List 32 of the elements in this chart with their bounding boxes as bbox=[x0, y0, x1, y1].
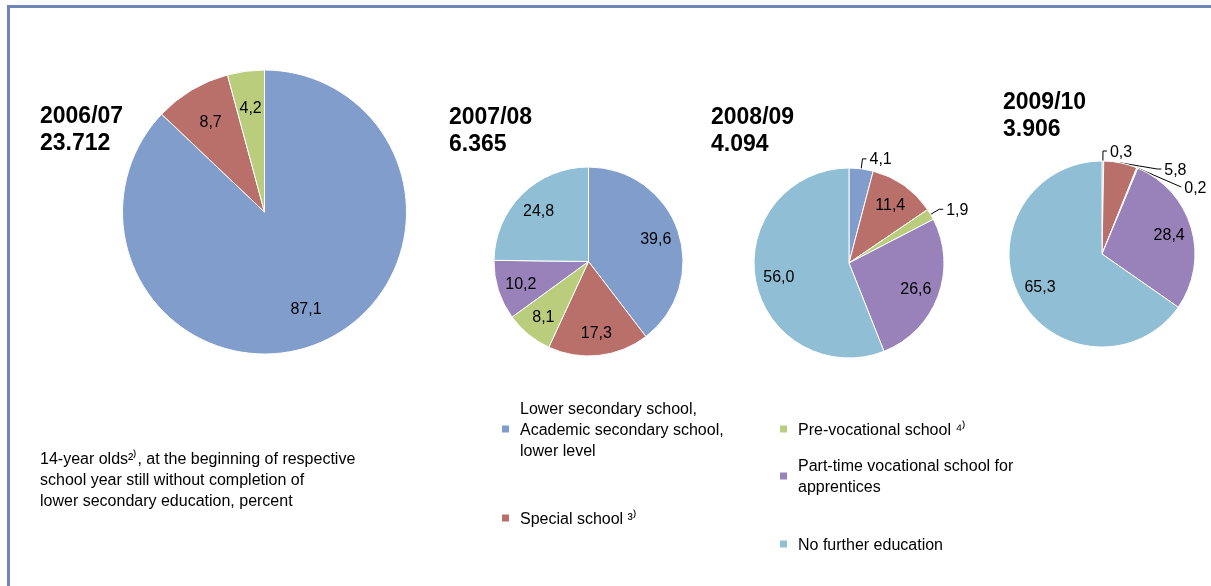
data-label: 17,3 bbox=[580, 323, 612, 341]
data-label: 8,7 bbox=[199, 113, 222, 131]
legend-label: Part-time vocational school for apprentices bbox=[798, 457, 1018, 495]
data-label: 28,4 bbox=[1153, 225, 1185, 243]
legend-label: No further education bbox=[798, 535, 943, 553]
chart-subtitle: 4.094 bbox=[711, 129, 769, 156]
legend-label: Special school ³⁾ bbox=[520, 508, 637, 527]
legend-label: Lower secondary school, Academic secondary school, lower level bbox=[520, 399, 729, 459]
data-label: 65,3 bbox=[1024, 277, 1056, 295]
data-label: 56,0 bbox=[763, 267, 795, 285]
data-label: 4,2 bbox=[239, 99, 262, 117]
data-label: 5,8 bbox=[1164, 160, 1187, 178]
data-label: 4,1 bbox=[869, 150, 892, 168]
text: 23.712 bbox=[40, 128, 111, 155]
data-label: 87,1 bbox=[290, 300, 322, 318]
data-label: 24,8 bbox=[523, 202, 555, 220]
data-label: 0,2 bbox=[1184, 178, 1207, 196]
data-label: 39,6 bbox=[640, 230, 672, 248]
chart-title: 2009/10 bbox=[1003, 87, 1087, 114]
data-label: 11,4 bbox=[875, 196, 906, 214]
data-label: 26,6 bbox=[900, 279, 932, 297]
data-label: 10,2 bbox=[505, 274, 537, 292]
chart-title: 2008/09 bbox=[711, 102, 795, 129]
legend-label: Pre-vocational school ⁴⁾ bbox=[798, 419, 967, 438]
text: 2006/07 bbox=[40, 101, 124, 128]
data-label: 8,1 bbox=[532, 307, 555, 325]
data-label: 0,3 bbox=[1109, 142, 1133, 160]
chart-title: 2007/08 bbox=[449, 102, 533, 129]
text: 14-year olds²⁾, at the beginning of respective school year still without completion of lower secondary education, percent bbox=[40, 449, 356, 509]
data-label: 1,9 bbox=[946, 200, 969, 218]
chart-subtitle: 3.906 bbox=[1003, 114, 1061, 141]
chart-subtitle: 6.365 bbox=[449, 129, 507, 156]
